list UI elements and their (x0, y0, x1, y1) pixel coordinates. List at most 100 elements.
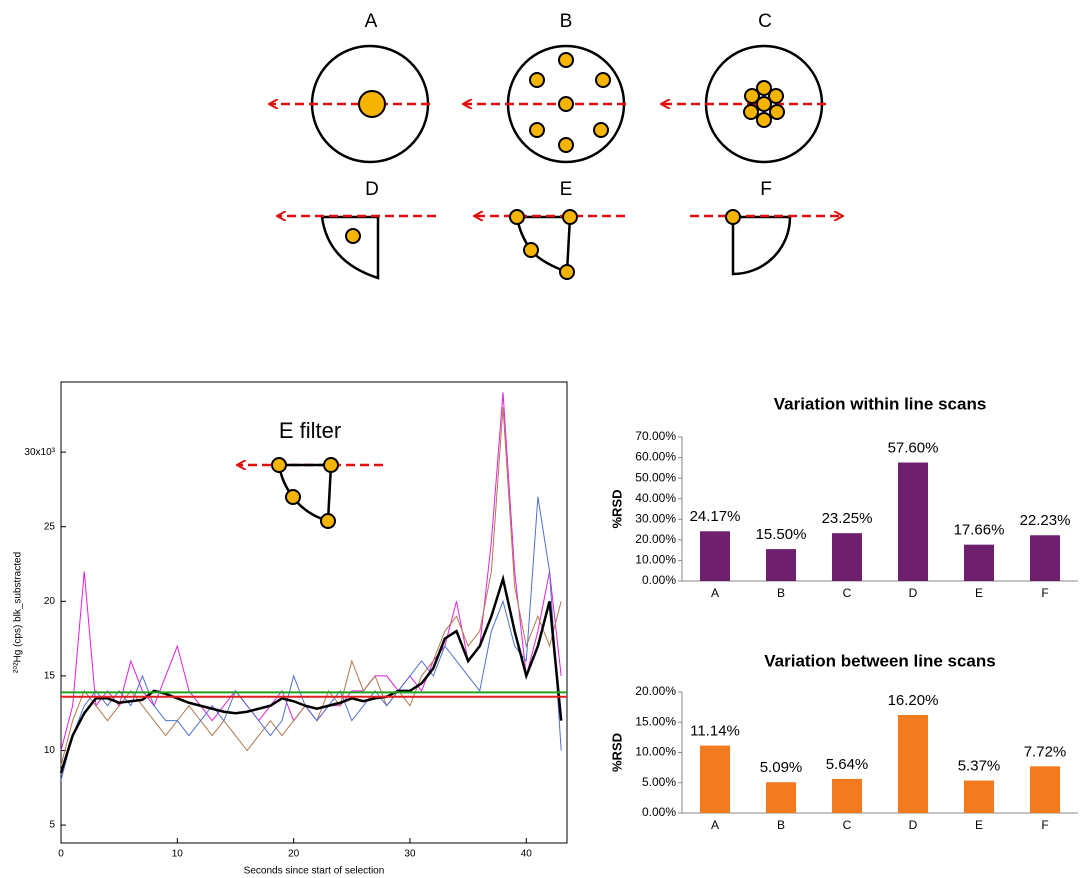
value-label: 24.17% (690, 508, 741, 525)
x-tick-label: 40 (521, 849, 533, 860)
y-axis-label: ²⁰²Hg (cps) blk_substracted (13, 552, 24, 673)
value-label: 15.50% (756, 526, 807, 543)
spot (558, 52, 574, 68)
x-tick-label: 10 (172, 849, 184, 860)
diagram (270, 44, 842, 280)
diagram-label: D (365, 179, 379, 200)
bar (832, 533, 862, 581)
y-tick-label: 0.00% (642, 805, 676, 819)
inset: E filter (238, 418, 383, 529)
x-axis-label: Seconds since start of selection (244, 866, 385, 877)
diagram-label: F (760, 179, 772, 200)
bar (766, 782, 796, 813)
value-label: 5.64% (826, 756, 869, 773)
value-label: 7.72% (1024, 743, 1067, 760)
spot (358, 90, 386, 118)
y-tick-label: 20 (44, 596, 56, 607)
spot (756, 80, 772, 96)
y-tick-label: 10.00% (635, 553, 676, 567)
x-tick-label: 20 (288, 849, 300, 860)
x-tick-label: D (909, 586, 918, 600)
y-tick-label: 20.00% (635, 684, 676, 698)
x-tick-label: A (711, 586, 719, 600)
bar (832, 778, 862, 813)
value-label: 5.09% (760, 759, 803, 776)
spot (285, 489, 301, 505)
y-tick-label: 25 (44, 521, 56, 532)
spot (345, 228, 361, 244)
value-label: 5.37% (958, 757, 1001, 774)
spot (529, 72, 545, 88)
y-axis-label: %RSD (609, 489, 624, 528)
x-tick-label: B (777, 818, 785, 832)
y-tick-label: 10 (44, 745, 56, 756)
x-tick-label: 30 (404, 849, 416, 860)
y-tick-label: 30.00% (635, 511, 676, 525)
sector (515, 215, 572, 274)
y-tick-label: 30x10³ (24, 447, 55, 458)
y-tick-label: 0.00% (642, 573, 676, 587)
annotation: E filter (279, 418, 341, 443)
spot (593, 122, 609, 138)
bar (766, 549, 796, 581)
value-label: 22.23% (1020, 512, 1071, 529)
bar (898, 462, 928, 581)
value-label: 17.66% (954, 522, 1005, 539)
spot (744, 88, 760, 104)
y-tick-label: 60.00% (635, 450, 676, 464)
diagram-label: E (560, 179, 573, 200)
data-line (60, 496, 562, 781)
x-tick-label: F (1041, 586, 1048, 600)
diagram-label: A (365, 11, 378, 32)
x-tick-label: B (777, 586, 785, 600)
spot (558, 137, 574, 153)
spot (768, 88, 784, 104)
x-tick-label: C (843, 818, 852, 832)
bar (1030, 766, 1060, 813)
plot-frame (60, 381, 568, 844)
y-tick-label: 15 (44, 671, 56, 682)
value-label: 57.60% (888, 439, 939, 456)
spot (558, 96, 574, 112)
bar (1030, 535, 1060, 581)
bar (700, 745, 730, 813)
spot (323, 457, 339, 473)
diagram-label: B (560, 11, 573, 32)
bar (964, 780, 994, 813)
x-tick-label: C (843, 586, 852, 600)
spot (595, 72, 611, 88)
x-tick-label: E (975, 818, 983, 832)
spot (769, 104, 785, 120)
x-tick-label: 0 (58, 849, 64, 860)
y-tick-label: 20.00% (635, 532, 676, 546)
value-label: 16.20% (888, 692, 939, 709)
spot (756, 112, 772, 128)
value-label: 11.14% (690, 723, 740, 740)
spot (509, 209, 525, 225)
spot (559, 264, 575, 280)
value-label: 23.25% (822, 510, 873, 527)
x-tick-label: E (975, 586, 983, 600)
bar (700, 531, 730, 581)
y-axis-label: %RSD (609, 733, 624, 772)
bar (898, 714, 928, 813)
y-tick-label: 10.00% (635, 745, 676, 759)
spot (320, 513, 336, 529)
spot (743, 104, 759, 120)
y-tick-label: 5 (49, 820, 55, 831)
spot (523, 242, 539, 258)
y-tick-label: 5.00% (642, 775, 676, 789)
diagram-label: C (758, 11, 772, 32)
y-tick-label: 40.00% (635, 491, 676, 505)
data-line (59, 574, 563, 774)
spot (271, 457, 287, 473)
spot (756, 96, 772, 112)
chart-title: Variation between line scans (764, 651, 995, 670)
y-tick-label: 50.00% (635, 470, 676, 484)
spot (562, 209, 578, 225)
x-tick-label: F (1041, 818, 1048, 832)
x-tick-label: A (711, 818, 719, 832)
y-tick-label: 70.00% (635, 429, 676, 443)
chart-title: Variation within line scans (774, 394, 987, 413)
